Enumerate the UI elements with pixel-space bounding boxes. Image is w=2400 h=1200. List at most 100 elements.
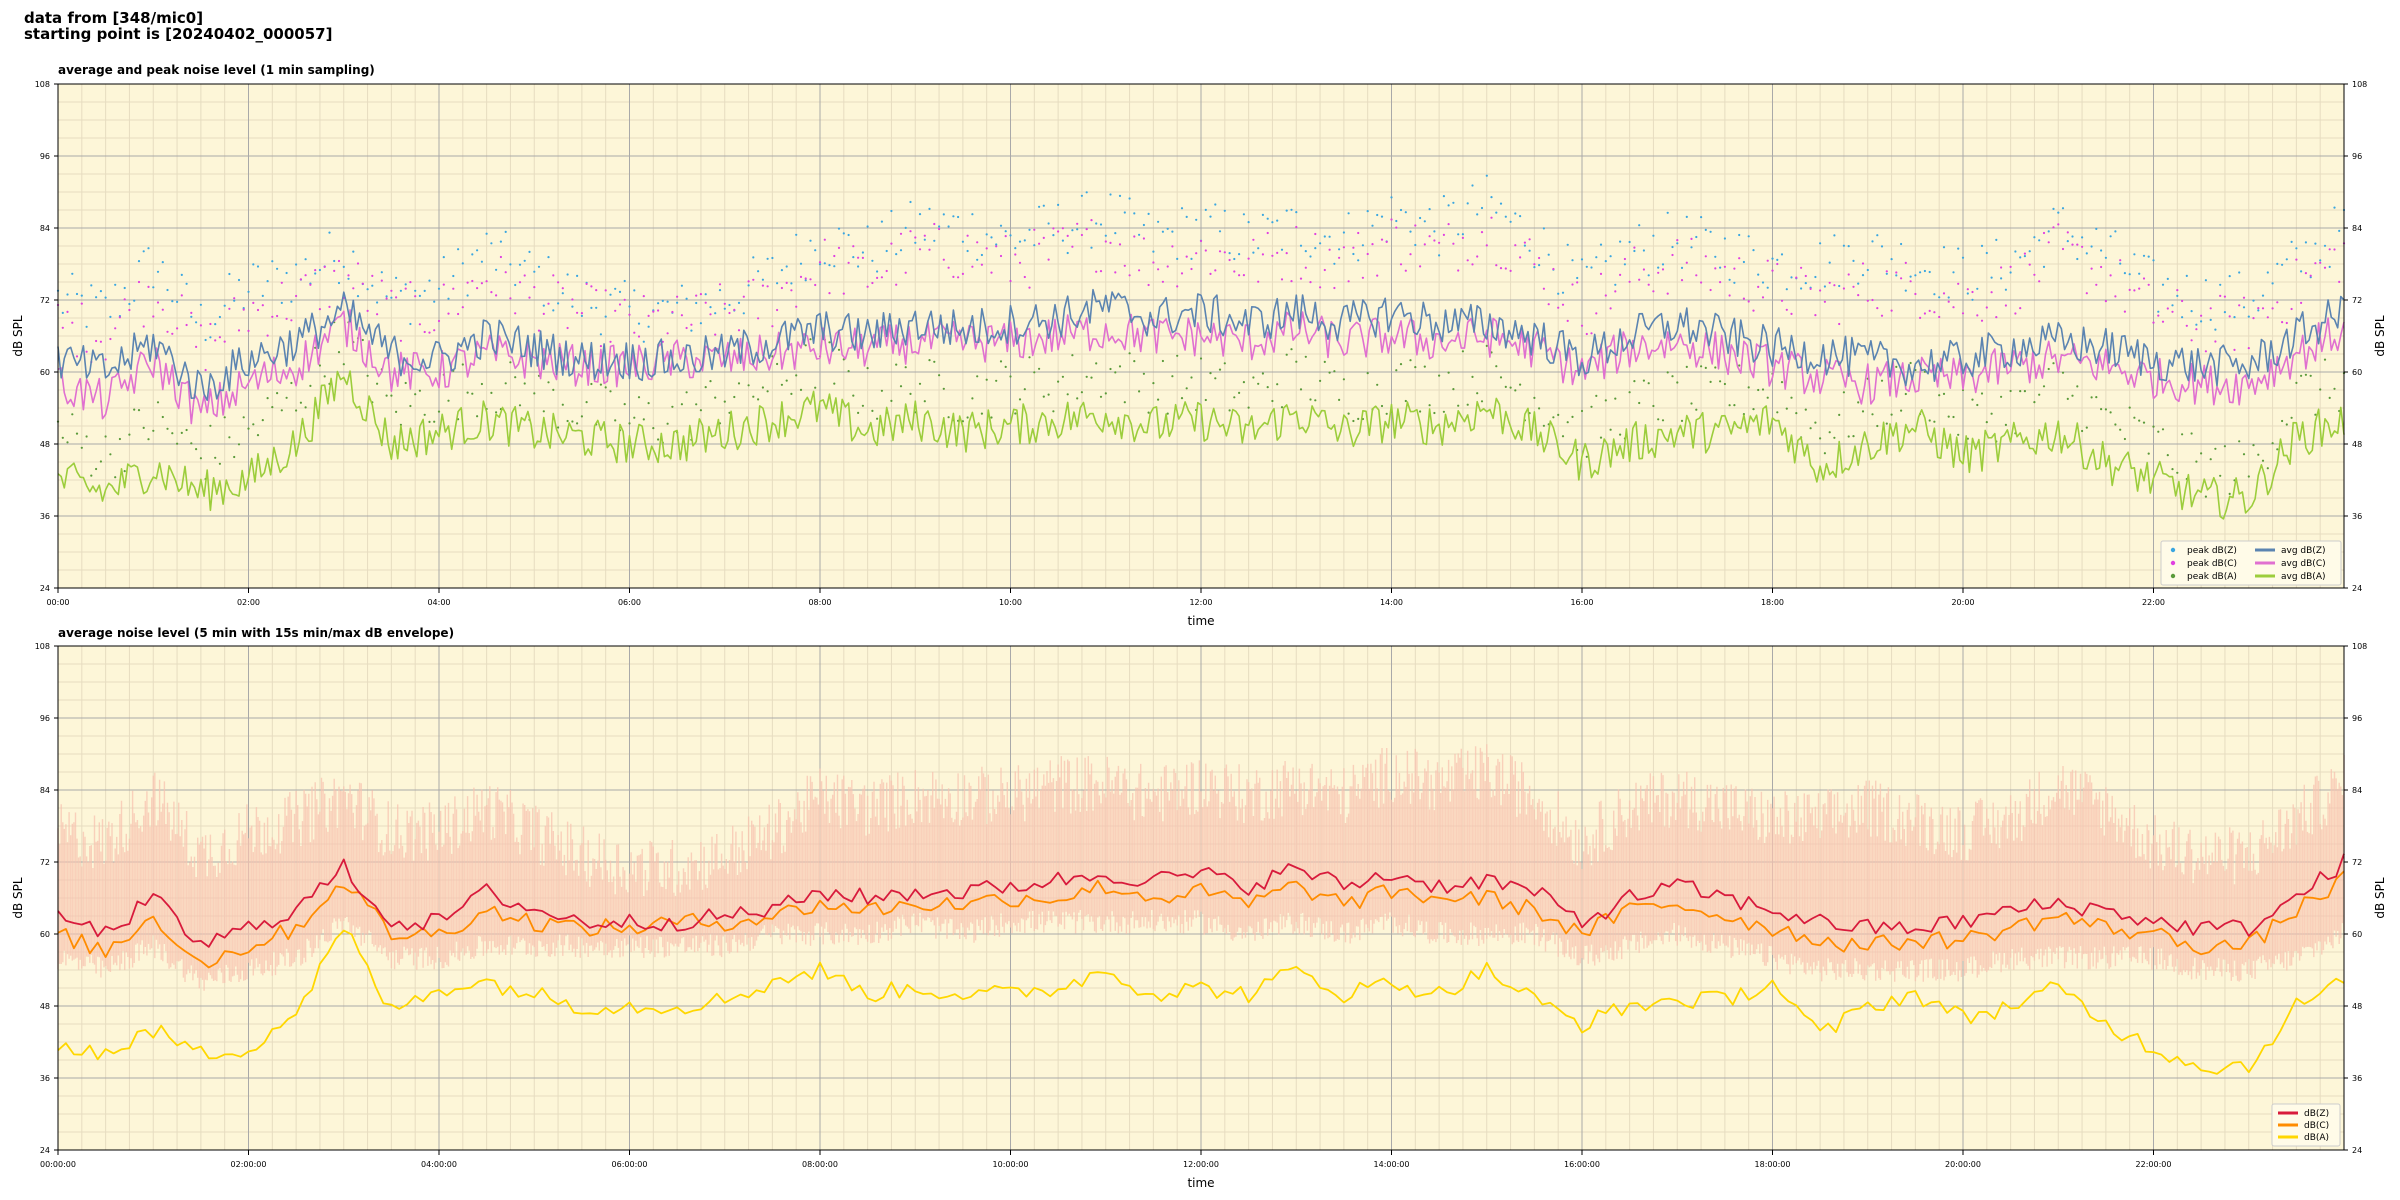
peak-point [1604, 294, 1607, 297]
peak-point [228, 307, 231, 310]
peak-point [561, 403, 564, 406]
peak-point [1061, 375, 1064, 378]
peak-point [1633, 246, 1636, 249]
series-line-avg-db-z- [57, 288, 2345, 402]
peak-point [947, 266, 950, 269]
peak-point [2304, 272, 2307, 275]
x-tick-label: 02:00:00 [231, 1160, 267, 1169]
peak-point [980, 412, 984, 415]
peak-point [1761, 281, 1765, 284]
peak-point [61, 326, 64, 329]
peak-point [447, 312, 450, 315]
peak-point [1161, 280, 1164, 283]
peak-point [476, 415, 479, 418]
peak-point [1804, 282, 1807, 285]
peak-point [476, 249, 479, 252]
peak-point [904, 226, 907, 229]
peak-point [2147, 283, 2150, 286]
peak-point [1190, 267, 1193, 271]
peak-point [1447, 371, 1450, 374]
peak-point [799, 275, 803, 278]
peak-point [2319, 261, 2322, 264]
peak-point [1666, 371, 1669, 374]
peak-point [409, 322, 412, 326]
peak-point [1528, 238, 1531, 241]
peak-point [980, 263, 984, 266]
peak-point [1390, 196, 1393, 199]
peak-point [1680, 419, 1684, 422]
peak-point [752, 256, 755, 259]
peak-point [109, 315, 112, 318]
peak-point [766, 390, 769, 393]
peak-point [1380, 215, 1384, 218]
peak-point [428, 331, 431, 334]
peak-point [1190, 376, 1193, 379]
peak-point [185, 428, 188, 432]
peak-point [1580, 409, 1584, 413]
peak-point [2300, 374, 2303, 377]
peak-point [376, 301, 379, 304]
peak-point [790, 282, 793, 285]
peak-point [1376, 383, 1379, 386]
peak-point [190, 442, 193, 445]
peak-point [1676, 239, 1679, 242]
peak-point [1528, 249, 1531, 252]
peak-point [690, 323, 693, 326]
peak-point [2119, 262, 2122, 265]
peak-point [809, 239, 812, 242]
peak-point [1138, 269, 1141, 272]
peak-point [199, 303, 202, 306]
peak-point [1557, 306, 1560, 309]
peak-point [1352, 252, 1355, 256]
peak-point [356, 295, 360, 298]
peak-point [195, 345, 198, 348]
peak-point [985, 247, 988, 250]
peak-point [1638, 278, 1641, 281]
peak-point [1547, 253, 1550, 256]
peak-point [866, 285, 869, 288]
peak-point [2161, 428, 2165, 431]
peak-point [1595, 256, 1598, 259]
peak-point [804, 277, 807, 280]
peak-point [580, 312, 584, 315]
peak-point [2338, 280, 2341, 283]
peak-point [190, 311, 193, 314]
peak-point [1095, 362, 1098, 365]
y-tick-label-left: 24 [40, 584, 50, 593]
peak-point [899, 385, 903, 388]
peak-point [2209, 307, 2212, 310]
peak-point [776, 282, 779, 285]
peak-point [814, 386, 817, 389]
peak-point [576, 422, 579, 425]
peak-point [1733, 281, 1736, 284]
x-tick-label: 04:00:00 [421, 1160, 457, 1169]
peak-point [1114, 232, 1117, 235]
peak-point [342, 265, 345, 268]
peak-point [261, 294, 264, 297]
peak-point [966, 249, 969, 253]
peak-point [2214, 447, 2217, 450]
peak-point [861, 404, 865, 407]
peak-point [1980, 319, 1984, 322]
peak-point [1509, 269, 1512, 272]
peak-point [1866, 299, 1869, 302]
peak-point [1738, 233, 1741, 237]
peak-point [1542, 287, 1545, 290]
peak-point [680, 284, 684, 287]
peak-point [718, 283, 722, 286]
peak-point [1590, 266, 1593, 269]
peak-point [1885, 272, 1888, 275]
peak-point [1809, 287, 1812, 290]
peak-point [928, 207, 931, 210]
peak-point [1004, 235, 1007, 238]
peak-point [1399, 363, 1403, 366]
peak-point [518, 281, 522, 284]
series-line-db-a- [57, 929, 2345, 1075]
peak-point [852, 245, 855, 248]
peak-point [837, 227, 841, 230]
peak-point [809, 338, 812, 341]
peak-point [1090, 219, 1093, 222]
peak-point [161, 415, 164, 419]
peak-point [1018, 398, 1022, 401]
peak-point [585, 282, 588, 285]
